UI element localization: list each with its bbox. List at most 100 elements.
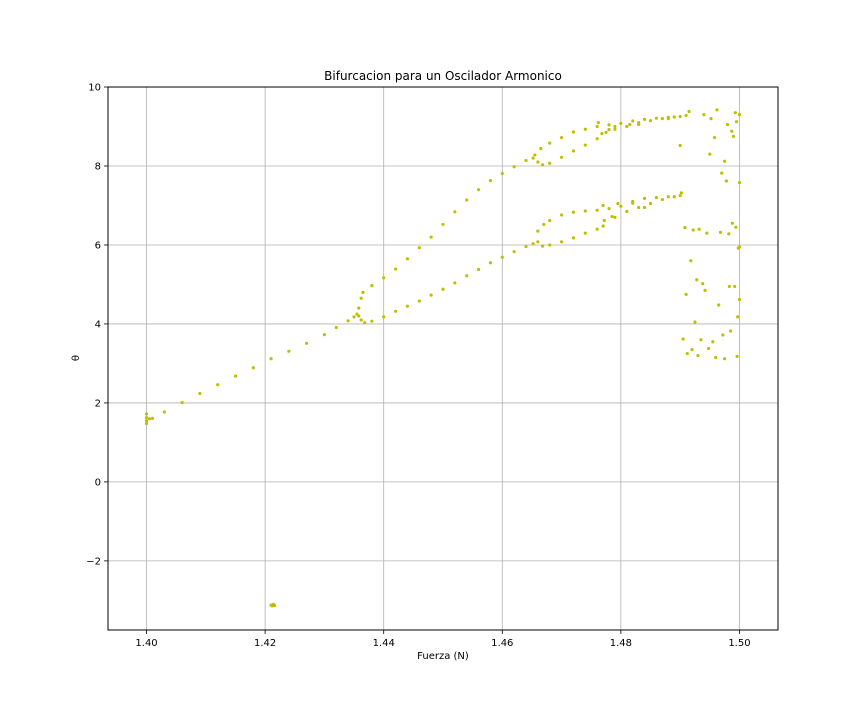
data-point — [733, 111, 737, 115]
y-tick-label: 10 — [88, 83, 101, 94]
data-point — [660, 197, 664, 202]
data-point — [559, 155, 564, 159]
data-point — [648, 201, 653, 206]
data-point — [654, 116, 659, 120]
data-point — [441, 222, 445, 227]
data-point — [734, 120, 739, 124]
data-point — [602, 218, 606, 223]
data-point — [359, 296, 363, 300]
data-point — [144, 419, 149, 423]
data-point — [429, 293, 433, 297]
data-point — [607, 128, 611, 132]
data-point — [734, 225, 738, 229]
scatter-points — [144, 108, 742, 608]
data-point — [730, 129, 734, 133]
data-point — [678, 115, 682, 119]
data-point — [687, 109, 691, 114]
data-point — [616, 201, 620, 206]
data-point — [162, 410, 166, 414]
data-point — [429, 235, 433, 239]
data-point — [144, 415, 149, 420]
data-point — [707, 346, 711, 351]
data-point — [613, 127, 617, 131]
data-point — [610, 214, 614, 219]
data-point — [684, 292, 688, 296]
data-point — [727, 284, 731, 289]
data-point — [453, 210, 457, 214]
data-point — [737, 297, 742, 302]
data-point — [654, 195, 659, 200]
data-point — [500, 171, 504, 176]
data-point — [559, 240, 564, 244]
data-point — [322, 333, 327, 337]
data-point — [683, 225, 687, 230]
data-point — [672, 195, 676, 199]
data-point — [500, 255, 504, 259]
chart-title: Bifurcacion para un Oscilador Armonico — [324, 69, 562, 83]
data-point — [476, 188, 481, 192]
data-point — [728, 329, 733, 333]
data-point — [512, 250, 516, 254]
data-point — [619, 121, 623, 125]
data-point — [699, 338, 703, 342]
data-point — [144, 421, 149, 426]
data-point — [600, 132, 604, 136]
data-point — [715, 108, 719, 112]
grid — [108, 86, 778, 630]
data-point — [726, 122, 730, 127]
data-point — [709, 116, 713, 121]
plot-area-frame — [107, 86, 779, 631]
data-point — [571, 130, 576, 134]
data-point — [613, 124, 617, 129]
data-point — [703, 288, 707, 292]
data-point — [730, 221, 734, 225]
data-point — [363, 321, 367, 325]
y-tick-label: 8 — [95, 161, 101, 172]
data-point — [488, 178, 493, 183]
data-point — [717, 303, 721, 307]
data-point — [541, 163, 545, 167]
data-point — [548, 243, 552, 247]
data-point — [724, 179, 729, 183]
data-point — [705, 231, 709, 235]
data-point — [736, 315, 740, 319]
data-point — [660, 116, 664, 121]
data-point — [720, 171, 724, 175]
data-point — [613, 215, 617, 219]
data-point — [631, 199, 635, 204]
y-tick-label: 0 — [95, 477, 101, 488]
data-point — [714, 355, 718, 360]
data-point — [689, 259, 693, 263]
data-point — [150, 416, 155, 420]
data-point — [359, 318, 363, 322]
data-point — [370, 319, 374, 323]
data-point — [607, 123, 611, 127]
data-point — [737, 245, 742, 249]
data-point — [536, 240, 540, 244]
x-tick-label: 1.46 — [491, 638, 513, 649]
data-point — [596, 120, 600, 125]
data-point — [737, 113, 742, 117]
data-point — [465, 274, 469, 278]
data-point — [417, 246, 421, 250]
data-point — [637, 205, 641, 210]
data-point — [697, 227, 701, 231]
data-point — [548, 161, 552, 165]
data-point — [735, 354, 739, 358]
data-point — [681, 337, 685, 341]
data-point — [695, 278, 699, 282]
data-point — [678, 143, 682, 148]
data-point — [393, 309, 398, 313]
data-point — [548, 141, 552, 145]
data-point — [648, 118, 653, 123]
data-point — [216, 383, 220, 387]
data-point — [548, 218, 552, 223]
data-point — [711, 340, 715, 344]
data-point — [678, 194, 682, 198]
data-point — [273, 603, 277, 608]
data-point — [382, 276, 386, 280]
data-point — [352, 315, 356, 319]
data-point — [357, 314, 361, 318]
data-point — [533, 153, 537, 157]
data-point — [524, 244, 528, 249]
